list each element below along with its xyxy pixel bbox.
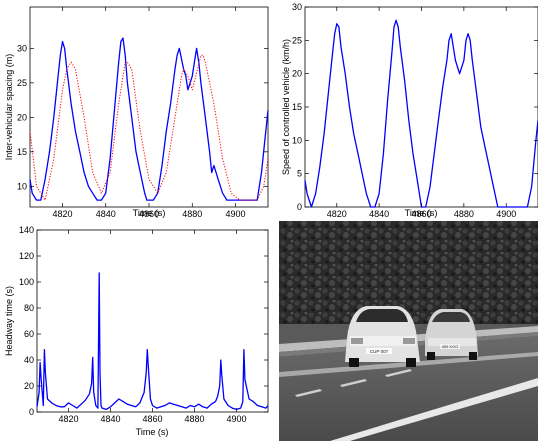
chart-0-xtick-label: 4900 bbox=[226, 209, 246, 219]
chart-2-ytick-label: 120 bbox=[19, 251, 34, 261]
chart-1-series-0 bbox=[304, 19, 538, 208]
chart-inter-vehicular-spacing: 4820 4840 4860 4880 4900 10 15 20 25 30 Time (s)… bbox=[4, 6, 269, 219]
chart-1-xtick-label: 4880 bbox=[454, 209, 474, 219]
chart-1-ytick-label: 25 bbox=[292, 35, 302, 45]
chart-0-xtick-label: 4840 bbox=[96, 209, 116, 219]
front-car-plate: CUP 007 bbox=[370, 349, 389, 354]
chart-2-ytick-label: 0 bbox=[29, 407, 34, 417]
lane-marking-bottom bbox=[330, 378, 538, 441]
chart-2-yticks: 0 20 40 60 80 100 120 140 bbox=[19, 225, 268, 417]
chart-1-xtick-label: 4900 bbox=[496, 209, 516, 219]
chart-0-ytick-label: 20 bbox=[17, 112, 27, 122]
chart-1-ytick-label: 20 bbox=[292, 69, 302, 79]
chart-2-ytick-label: 60 bbox=[24, 329, 34, 339]
chart-1-xtick-label: 4820 bbox=[327, 209, 347, 219]
chart-1-ytick-label: 5 bbox=[297, 169, 302, 179]
chart-0-xticks: 4820 4840 4860 4880 4900 bbox=[52, 7, 246, 219]
front-car: CUP 007 bbox=[345, 306, 420, 367]
chart-1-xtick-label: 4860 bbox=[411, 209, 431, 219]
chart-1-ylabel: Speed of controlled vehicle (km/h) bbox=[281, 39, 291, 175]
chart-1-ytick-label: 30 bbox=[292, 2, 302, 12]
chart-2-ytick-label: 140 bbox=[19, 225, 34, 235]
chart-0-ytick-label: 25 bbox=[17, 78, 27, 88]
rear-car-plate: 459 KGG bbox=[442, 344, 459, 349]
chart-2-ytick-label: 40 bbox=[24, 355, 34, 365]
chart-0-frame bbox=[29, 6, 269, 208]
chart-2-xticks: 4820 4840 4860 4880 4900 bbox=[58, 230, 247, 424]
chart-2-ytick-label: 100 bbox=[19, 277, 34, 287]
chart-0-xlabel: Time (s) bbox=[133, 208, 166, 218]
chart-1-series-group bbox=[304, 19, 538, 208]
chart-1-xtick-label: 4840 bbox=[369, 209, 389, 219]
chart-1-yticks: 0 5 10 15 20 25 30 bbox=[292, 2, 538, 212]
chart-2-ytick-label: 80 bbox=[24, 303, 34, 313]
chart-2-ylabel: Headway time (s) bbox=[4, 286, 14, 356]
chart-2-xtick-label: 4880 bbox=[184, 414, 204, 424]
chart-2-xtick-label: 4900 bbox=[226, 414, 246, 424]
chart-1-ytick-label: 0 bbox=[297, 202, 302, 212]
chart-0-ylabel: Inter-vehicular spacing (m) bbox=[4, 54, 14, 161]
road bbox=[279, 336, 538, 441]
chart-2-series-group bbox=[36, 272, 269, 411]
chart-1-xticks: 4820 4840 4860 4880 4900 bbox=[327, 7, 516, 219]
chart-2-xtick-label: 4820 bbox=[58, 414, 78, 424]
chart-2-frame bbox=[36, 229, 269, 413]
chart-1-xlabel: Time (s) bbox=[405, 208, 438, 218]
chart-2-ytick-label: 20 bbox=[24, 381, 34, 391]
chart-0-ytick-label: 10 bbox=[17, 181, 27, 191]
chart-2-xlabel: Time (s) bbox=[136, 427, 169, 437]
chart-speed-controlled-vehicle: 4820 4840 4860 4880 4900 0 5 10 15 20 25 30 Time (… bbox=[281, 2, 538, 219]
chart-1-ytick-label: 15 bbox=[292, 102, 302, 112]
chart-0-yticks: 10 15 20 25 30 bbox=[17, 43, 268, 191]
chart-headway-time: 4820 4840 4860 4880 4900 020406080100120140 … bbox=[4, 225, 269, 437]
chart-0-xtick-label: 4880 bbox=[182, 209, 202, 219]
chart-0-series-group bbox=[29, 37, 269, 201]
lane-dashes bbox=[295, 369, 412, 397]
chart-0-xtick-label: 4860 bbox=[139, 209, 159, 219]
chart-2-xtick-label: 4860 bbox=[142, 414, 162, 424]
chart-0-series-1 bbox=[29, 54, 269, 201]
chart-2-xtick-label: 4840 bbox=[100, 414, 120, 424]
chart-1-ytick-label: 10 bbox=[292, 135, 302, 145]
chart-0-ytick-label: 30 bbox=[17, 43, 27, 53]
camera-photo: 459 KGG CUP 007 bbox=[279, 221, 538, 441]
chart-0-ytick-label: 15 bbox=[17, 147, 27, 157]
chart-0-xtick-label: 4820 bbox=[52, 209, 72, 219]
chart-0-series-0 bbox=[29, 37, 269, 201]
rear-car: 459 KGG bbox=[425, 309, 478, 360]
chart-2-series-0 bbox=[36, 272, 269, 411]
